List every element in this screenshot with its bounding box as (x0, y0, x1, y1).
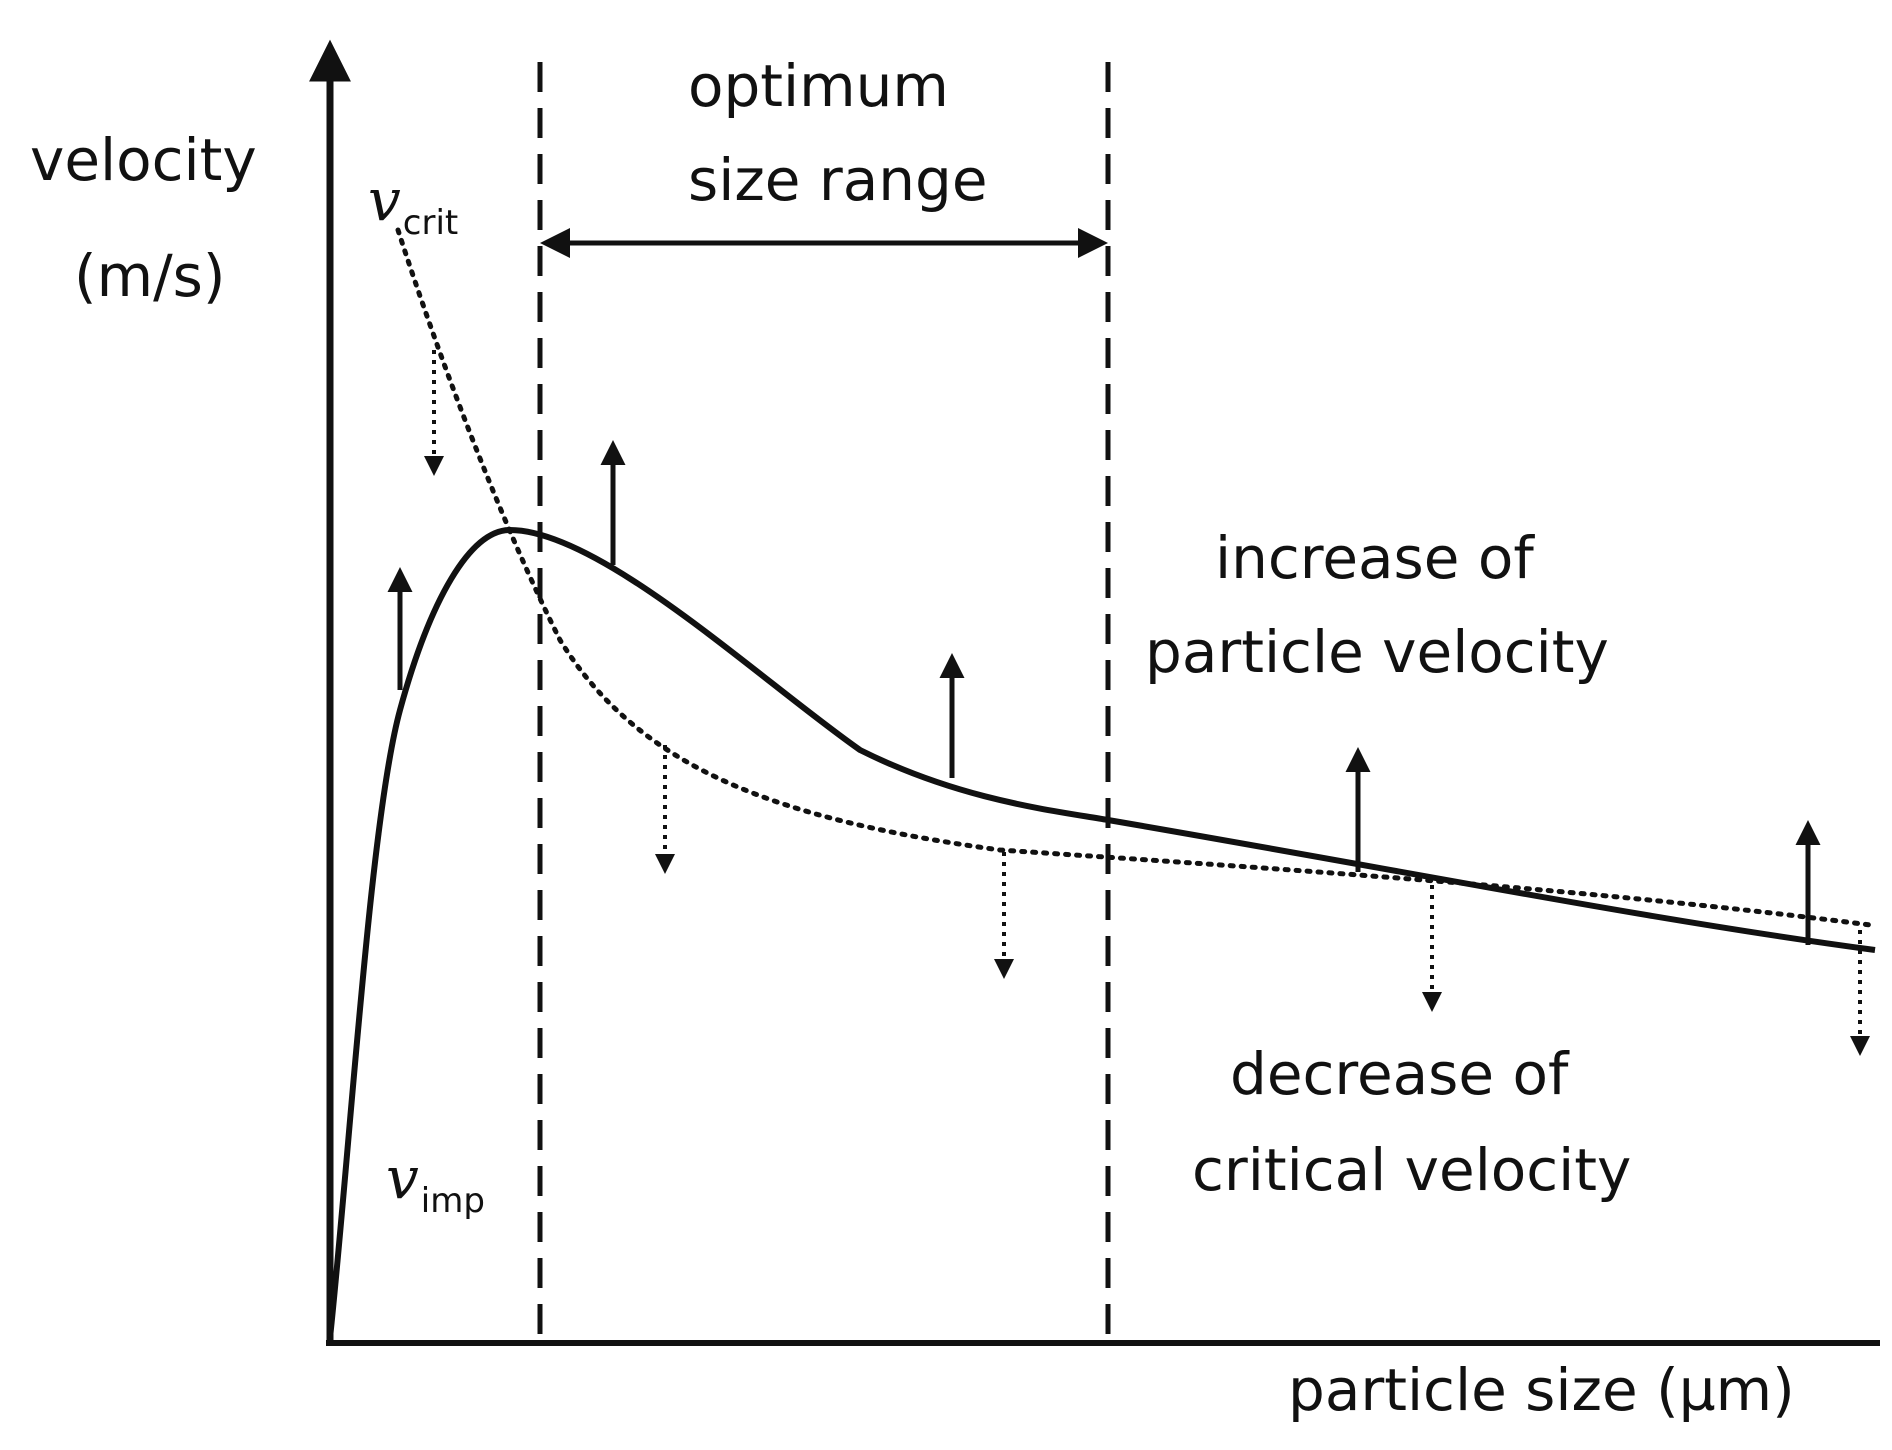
range-label-line2: size range (688, 146, 988, 214)
increase-label-line2: particle velocity (1145, 618, 1609, 686)
v-crit-symbol: vcrit (368, 166, 458, 243)
decrease-label-line2: critical velocity (1192, 1136, 1631, 1204)
y-axis-label-line2: (m/s) (74, 242, 226, 310)
decrease-arrows (424, 350, 1870, 1056)
critical-velocity-curve (395, 227, 1873, 928)
x-axis-label: particle size (µm) (1288, 1356, 1795, 1424)
increase-label-line1: increase of (1215, 524, 1535, 592)
range-label-line1: optimum (688, 52, 949, 120)
decrease-label-line1: decrease of (1230, 1040, 1570, 1108)
impact-velocity-curve (327, 526, 1876, 1339)
v-imp-symbol: vimp (386, 1144, 485, 1221)
y-axis-label-line1: velocity (30, 126, 257, 194)
increase-arrows (387, 440, 1821, 945)
